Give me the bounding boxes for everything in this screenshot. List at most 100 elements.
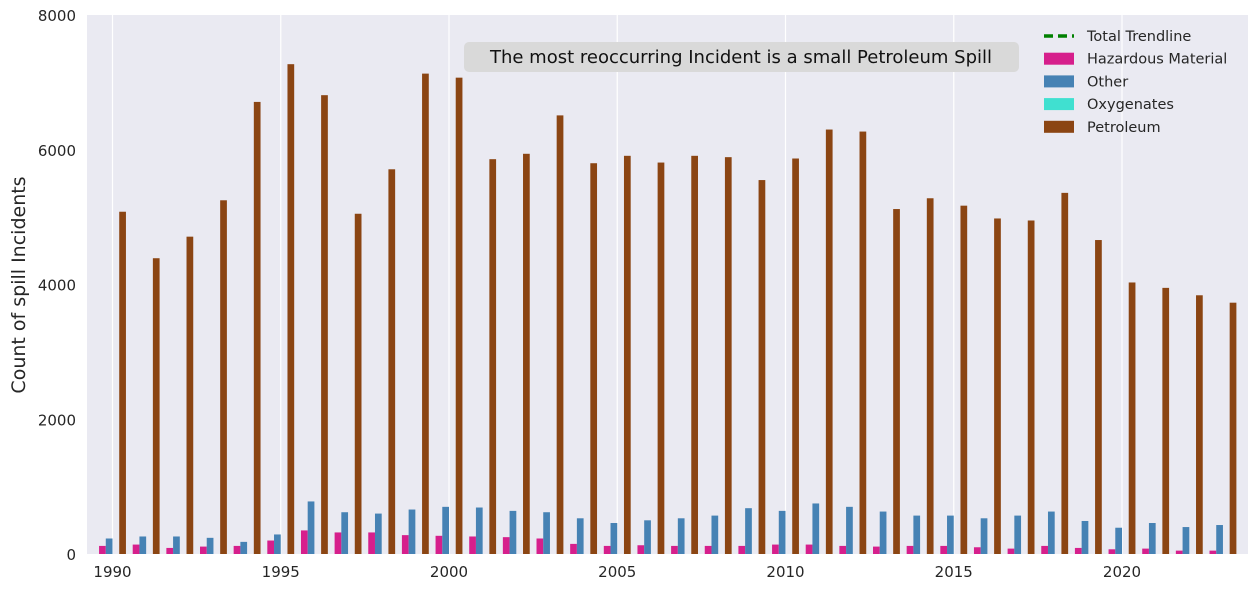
bar: [240, 541, 248, 554]
x-tick-label: 2020: [1103, 563, 1141, 581]
bar: [200, 546, 207, 554]
bar: [873, 546, 880, 554]
bar: [132, 544, 140, 554]
bar: [388, 169, 396, 554]
bar: [839, 545, 847, 554]
bar: [913, 515, 921, 554]
bar: [677, 518, 685, 554]
bar: [576, 518, 584, 554]
bar: [408, 509, 416, 554]
bar: [368, 532, 375, 554]
bar: [637, 545, 645, 554]
x-tick-label: 2005: [598, 563, 636, 581]
bar: [152, 258, 160, 554]
bar: [812, 503, 820, 554]
bar: [738, 545, 746, 554]
bar: [442, 506, 449, 554]
bar: [926, 198, 934, 554]
bar: [906, 545, 914, 554]
x-tick-label: 2000: [430, 563, 468, 581]
bar: [509, 510, 517, 554]
y-axis-ticks: 0 2000 4000 6000 8000: [38, 7, 76, 564]
legend-label: Other: [1087, 74, 1128, 90]
legend: Total Trendline Hazardous Material Other Ox…: [1044, 29, 1227, 136]
bar: [206, 537, 214, 554]
legend-swatch: [1044, 75, 1074, 88]
bar: [435, 535, 443, 554]
bar: [745, 508, 752, 554]
bar: [792, 158, 799, 555]
x-tick-label: 1995: [262, 563, 300, 581]
bar: [354, 213, 362, 554]
legend-label: Oxygenates: [1087, 97, 1174, 113]
bar: [502, 537, 510, 554]
bar: [475, 507, 483, 554]
bar: [1182, 527, 1190, 554]
bar: [758, 180, 766, 554]
bar: [469, 536, 476, 554]
x-axis-ticks: 1990 1995 2000 2005 2010 2015 2020: [93, 563, 1141, 581]
bar: [422, 73, 429, 555]
bar: [274, 534, 281, 554]
bar: [1162, 287, 1170, 554]
bar: [267, 540, 275, 554]
bar: [543, 512, 550, 554]
x-tick-label: 1990: [93, 563, 131, 581]
bar: [1007, 548, 1015, 554]
bar: [287, 64, 295, 554]
x-tick-label: 2015: [935, 563, 973, 581]
bar: [1209, 550, 1217, 554]
bar: [603, 545, 611, 554]
bar: [994, 218, 1001, 554]
bar: [570, 543, 577, 554]
bar: [879, 511, 887, 554]
bar: [772, 544, 779, 554]
bar: [401, 535, 409, 554]
bar: [590, 163, 598, 554]
grid-lines: [111, 15, 1123, 554]
bar: [778, 510, 786, 554]
bar: [341, 512, 349, 554]
bar: [1142, 548, 1149, 554]
legend-label: Total Trendline: [1086, 29, 1191, 45]
y-tick-label: 4000: [38, 277, 76, 295]
bar: [973, 547, 981, 554]
bar: [233, 545, 241, 554]
bar: [166, 547, 174, 554]
bar: [846, 506, 853, 554]
annotation-box: The most reoccurring Incident is a small…: [464, 42, 1019, 72]
bar: [99, 545, 106, 554]
bar: [610, 523, 618, 554]
bar: [1196, 295, 1203, 554]
bar: [139, 536, 147, 554]
legend-label: Petroleum: [1087, 120, 1161, 136]
legend-label: Hazardous Material: [1087, 52, 1227, 68]
bar: [374, 513, 382, 554]
bar: [805, 544, 813, 554]
bar: [1061, 192, 1069, 554]
bar: [253, 101, 261, 554]
bar: [105, 538, 113, 554]
bar: [455, 77, 463, 554]
bar: [980, 518, 988, 554]
y-tick-label: 6000: [38, 142, 76, 160]
bar: [1108, 549, 1116, 554]
bar: [1074, 547, 1082, 554]
bar: [859, 131, 867, 554]
bar: [1175, 550, 1183, 554]
bar: [523, 153, 530, 555]
y-tick-label: 0: [66, 546, 76, 564]
bar: [623, 155, 631, 554]
bar: [1014, 515, 1022, 554]
bar: [1095, 240, 1102, 554]
plot-background: [87, 15, 1248, 554]
bars-group: [99, 64, 1237, 555]
y-tick-label: 8000: [38, 7, 76, 25]
annotation-text: The most reoccurring Incident is a small…: [489, 47, 992, 68]
bar: [220, 200, 227, 554]
bar: [556, 115, 564, 555]
bar: [186, 236, 194, 554]
bar: [724, 157, 732, 554]
legend-swatch: [1044, 52, 1074, 65]
